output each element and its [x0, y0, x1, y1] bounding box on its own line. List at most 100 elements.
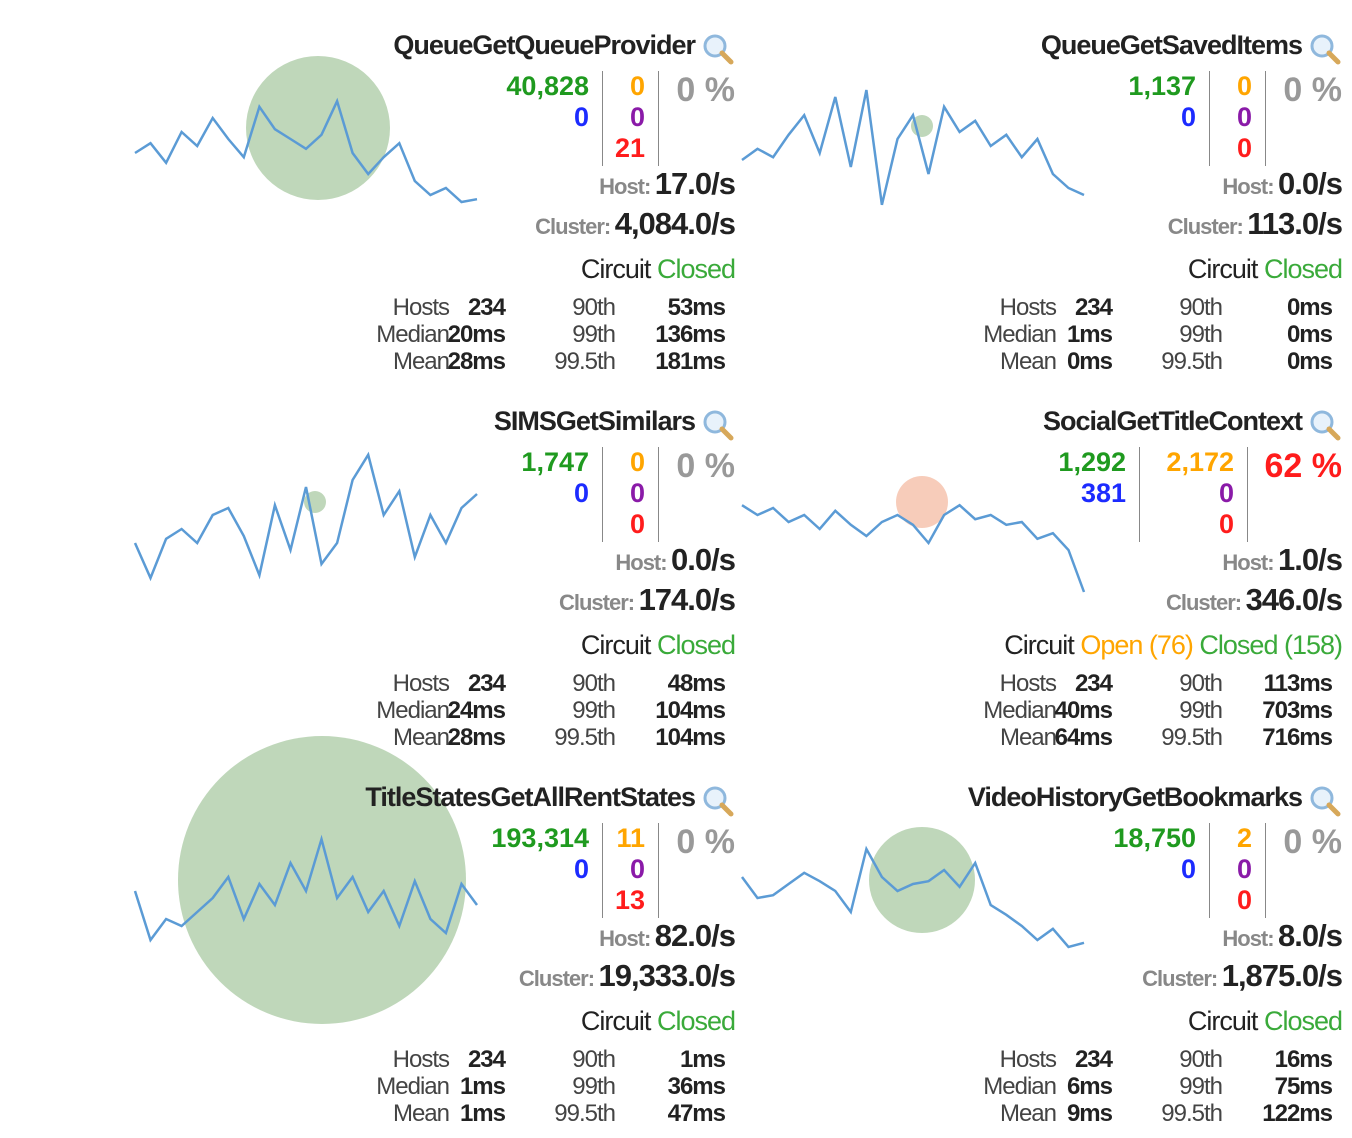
host-rate: Host: 0.0/s [1222, 166, 1343, 202]
circuit-closed-count: Closed (158) [1199, 630, 1343, 660]
cluster-rate-value: 174.0/s [638, 582, 736, 617]
search-icon[interactable] [1308, 408, 1342, 442]
hosts-label: Hosts [392, 294, 450, 321]
success-count: 193,314 [491, 823, 589, 853]
p995-value: 122ms [1262, 1100, 1333, 1127]
p90-label: 90th [1179, 294, 1223, 321]
host-rate: Host: 8.0/s [1222, 918, 1343, 954]
divider [1265, 71, 1266, 166]
p995-label: 99.5th [1161, 348, 1223, 375]
count-column-secondary: 2,172 0 0 [1166, 447, 1234, 540]
command-title: QueueGetQueueProvider [393, 30, 696, 60]
error-percentage: 0 % [676, 71, 735, 109]
stats-row: Hosts 234 90th 16ms [872, 1046, 1333, 1073]
search-icon[interactable] [701, 408, 735, 442]
request-counts: 1,292 381 2,172 0 0 62 % [1058, 447, 1342, 542]
hosts-label: Hosts [392, 1046, 450, 1073]
mean-value: 28ms [447, 348, 506, 375]
cluster-rate: Cluster: 174.0/s [559, 582, 736, 618]
median-label: Median [983, 1073, 1057, 1100]
p995-label: 99.5th [554, 724, 616, 751]
failure-count: 0 [1236, 885, 1252, 915]
circuit-status: Circuit Closed [1188, 1006, 1343, 1037]
timeout-count: 2 [1236, 823, 1252, 853]
median-label: Median [376, 321, 450, 348]
circuit-status: Circuit Closed [581, 1006, 736, 1037]
command-title: SocialGetTitleContext [1042, 406, 1303, 436]
count-column-primary: 1,747 0 [521, 447, 589, 509]
circuit-status: Circuit Closed [1188, 254, 1343, 285]
p90-value: 113ms [1263, 670, 1333, 697]
hosts-value: 234 [1074, 670, 1113, 697]
cluster-rate-label: Cluster: [535, 214, 611, 239]
divider [1139, 447, 1140, 542]
p99-value: 104ms [655, 697, 726, 724]
median-value: 20ms [447, 321, 506, 348]
search-icon[interactable] [701, 784, 735, 818]
rejected-count: 0 [629, 102, 645, 132]
sparkline-chart [741, 476, 1086, 593]
search-icon[interactable] [1308, 784, 1342, 818]
p99-label: 99th [1179, 1073, 1223, 1100]
command-title: TitleStatesGetAllRentStates [365, 782, 696, 812]
circuit-state: Closed [656, 630, 736, 660]
stats-row: Hosts 234 90th 1ms [265, 1046, 726, 1073]
request-counts: 193,314 0 11 0 13 0 % [475, 823, 735, 918]
request-counts: 18,750 0 2 0 0 0 % [1082, 823, 1342, 918]
latency-stats: Hosts 234 90th 16ms Median 6ms 99th 75ms… [872, 1046, 1333, 1131]
p995-label: 99.5th [554, 1100, 616, 1127]
circuit-card: TitleStatesGetAllRentStates 193,314 0 11… [133, 736, 736, 1138]
circuit-card: QueueGetSavedItems 1,137 0 0 0 0 0 % Hos… [741, 16, 1343, 386]
host-rate-value: 17.0/s [654, 166, 736, 201]
host-rate-label: Host: [599, 174, 651, 199]
mean-label: Mean [392, 724, 450, 751]
mean-value: 0ms [1066, 348, 1113, 375]
p995-value: 0ms [1286, 348, 1333, 375]
p99-value: 136ms [655, 321, 726, 348]
health-circle [869, 827, 975, 933]
health-circle [896, 476, 948, 528]
cluster-rate: Cluster: 346.0/s [1166, 582, 1343, 618]
mean-label: Mean [999, 348, 1057, 375]
stats-row: Mean 64ms 99.5th 716ms [872, 724, 1333, 751]
search-icon[interactable] [701, 32, 735, 66]
median-label: Median [983, 697, 1057, 724]
success-count: 18,750 [1113, 823, 1196, 853]
circuit-state: Closed [656, 254, 736, 284]
cluster-rate-value: 346.0/s [1245, 582, 1343, 617]
host-rate-value: 0.0/s [671, 542, 736, 577]
command-title: QueueGetSavedItems [1040, 30, 1303, 60]
stats-row: Hosts 234 90th 0ms [872, 294, 1333, 321]
host-rate: Host: 82.0/s [599, 918, 736, 954]
sparkline-chart [134, 56, 478, 204]
success-count: 40,828 [506, 71, 589, 101]
stats-row: Median 40ms 99th 703ms [872, 697, 1333, 724]
p99-value: 75ms [1274, 1073, 1333, 1100]
short-circuited-count: 0 [573, 854, 589, 884]
cluster-rate-value: 19,333.0/s [598, 958, 736, 993]
rejected-count: 0 [1236, 102, 1252, 132]
search-icon[interactable] [1308, 32, 1342, 66]
stats-row: Hosts 234 90th 48ms [265, 670, 726, 697]
cluster-rate: Cluster: 113.0/s [1168, 206, 1343, 242]
cluster-rate-value: 1,875.0/s [1221, 958, 1343, 993]
stats-row: Mean 28ms 99.5th 104ms [265, 724, 726, 751]
hosts-label: Hosts [999, 670, 1057, 697]
mean-value: 1ms [459, 1100, 506, 1127]
host-rate: Host: 17.0/s [599, 166, 736, 202]
latency-stats: Hosts 234 90th 1ms Median 1ms 99th 36ms … [265, 1046, 726, 1131]
circuit-state: Closed [656, 1006, 736, 1036]
host-rate-value: 82.0/s [654, 918, 736, 953]
p90-value: 0ms [1286, 294, 1333, 321]
latency-stats: Hosts 234 90th 48ms Median 24ms 99th 104… [265, 670, 726, 755]
mean-label: Mean [392, 348, 450, 375]
host-rate-value: 0.0/s [1278, 166, 1343, 201]
host-rate-value: 8.0/s [1278, 918, 1343, 953]
p99-value: 0ms [1286, 321, 1333, 348]
count-column-secondary: 0 0 21 [615, 71, 645, 164]
sparkline-chart [741, 89, 1085, 206]
circuit-state: Open (76) [1080, 630, 1194, 660]
sparkline-chart [133, 451, 478, 582]
host-rate-label: Host: [615, 550, 667, 575]
stats-row: Median 24ms 99th 104ms [265, 697, 726, 724]
